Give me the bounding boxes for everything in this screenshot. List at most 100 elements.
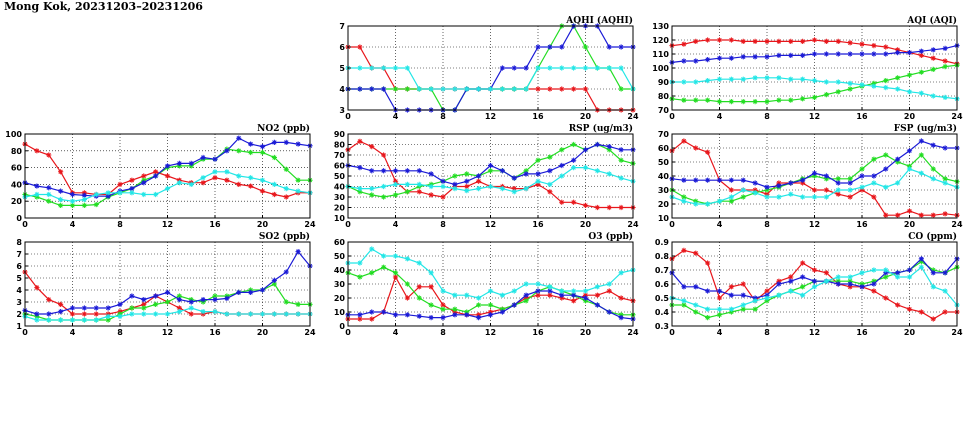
aqi-point-blue [895,50,901,56]
aqi-point-blue [728,55,734,61]
fsp-point-blue [918,138,924,144]
fsp-point-cyan [942,180,948,186]
so2-point-cyan [259,311,266,317]
fsp-point-blue [883,166,889,172]
no2-point-cyan [153,191,159,198]
fsp-point-green [681,194,687,200]
so2-ytick-label: 4 [16,286,22,295]
no2-point-blue [295,141,301,147]
co-point-cyan [776,292,782,298]
rsp-point-red [594,204,600,211]
fsp-point-cyan [811,194,818,200]
so2-xtick-label: 20 [257,328,269,337]
rsp-point-blue [535,171,541,177]
o3-chart: 0 4 8 12 16 20 24 0 10 20 30 40 50 60 O3 (ppb) [334,231,639,337]
o3-point-cyan [369,246,375,252]
fsp-point-red [906,208,913,214]
aqi-point-green [906,72,913,78]
fsp-xtick-label: 0 [669,220,675,229]
co-point-blue [930,270,936,276]
co-point-green [764,298,770,304]
o3-point-blue [381,309,387,315]
fsp-point-red [930,212,936,218]
rsp-point-blue [464,178,470,184]
aqhi-xtick-label: 8 [440,112,446,121]
fsp-point-blue [835,180,841,186]
o3-point-red [416,284,422,290]
fsp-point-blue [752,180,758,186]
fsp-point-cyan [871,180,877,186]
aqi-chart: 0 4 8 12 16 20 24 70 80 90 100 110 120 130 AQI (AQI) [652,15,963,121]
aqhi-point-cyan [464,86,470,92]
aqi-point-cyan [716,76,723,82]
so2-point-blue [93,305,99,311]
co-point-cyan [800,292,806,298]
co-point-cyan [942,288,948,294]
so2-point-blue [46,311,52,317]
aqi-point-green [918,69,924,75]
rsp-point-cyan [487,183,494,190]
o3-point-red [618,295,624,301]
fsp-point-cyan [728,194,734,200]
fsp-point-cyan [716,198,723,204]
co-point-cyan [906,274,913,280]
aqi-point-cyan [752,75,758,81]
fsp-point-red [728,187,734,193]
rsp-xtick-label: 4 [393,220,399,229]
rsp-point-cyan [404,181,410,187]
rsp-ytick-label: 70 [334,151,346,160]
aqi-point-red [895,47,901,53]
aqhi-point-cyan [452,86,458,92]
co-point-blue [811,278,818,284]
aqhi-point-red [357,44,363,50]
fsp-chart: 0 4 8 12 16 20 24 10 20 30 40 50 60 70 FSP (ug/m3) [658,123,963,229]
aqhi-point-red [559,86,565,92]
aqhi-xtick-label: 20 [580,112,592,121]
aqi-point-cyan [823,79,829,85]
rsp-point-cyan [606,171,612,177]
o3-point-blue [428,315,434,321]
no2-point-cyan [176,180,182,186]
fsp-point-green [740,194,746,200]
o3-point-cyan [606,281,612,287]
aqi-point-red [681,41,687,47]
so2-point-cyan [117,313,123,319]
no2-point-cyan [188,181,194,187]
co-point-red [823,270,829,276]
aqi-point-green [871,80,877,86]
o3-point-cyan [535,281,541,287]
aqi-point-cyan [705,78,711,84]
rsp-point-cyan [464,188,470,194]
rsp-xtick-label: 8 [440,220,446,229]
aqhi-point-cyan [357,65,363,71]
fsp-point-red [883,212,889,218]
o3-point-green [369,270,375,276]
aqi-point-blue [930,47,936,53]
no2-point-blue [153,173,159,179]
rsp-point-red [392,178,399,184]
so2-point-cyan [200,309,206,315]
no2-point-green [259,149,266,156]
rsp-point-green [464,171,470,177]
co-point-red [776,278,782,284]
o3-xtick-label: 20 [580,328,592,337]
aqhi-ytick-label: 7 [339,22,345,31]
aqi-point-cyan [895,86,901,92]
o3-point-blue [559,292,565,298]
no2-point-blue [81,192,87,198]
aqi-point-blue [693,58,699,64]
fsp-point-cyan [918,170,924,176]
aqhi-xtick-label: 12 [485,112,496,121]
so2-point-cyan [129,311,135,317]
no2-point-green [93,201,99,208]
co-point-red [918,309,924,315]
so2-point-blue [176,297,182,303]
no2-point-cyan [200,175,206,181]
no2-point-green [271,154,277,161]
so2-point-blue [69,305,76,311]
rsp-ytick-label: 90 [334,130,346,139]
rsp-point-blue [428,171,434,177]
co-xtick-label: 4 [717,328,723,337]
